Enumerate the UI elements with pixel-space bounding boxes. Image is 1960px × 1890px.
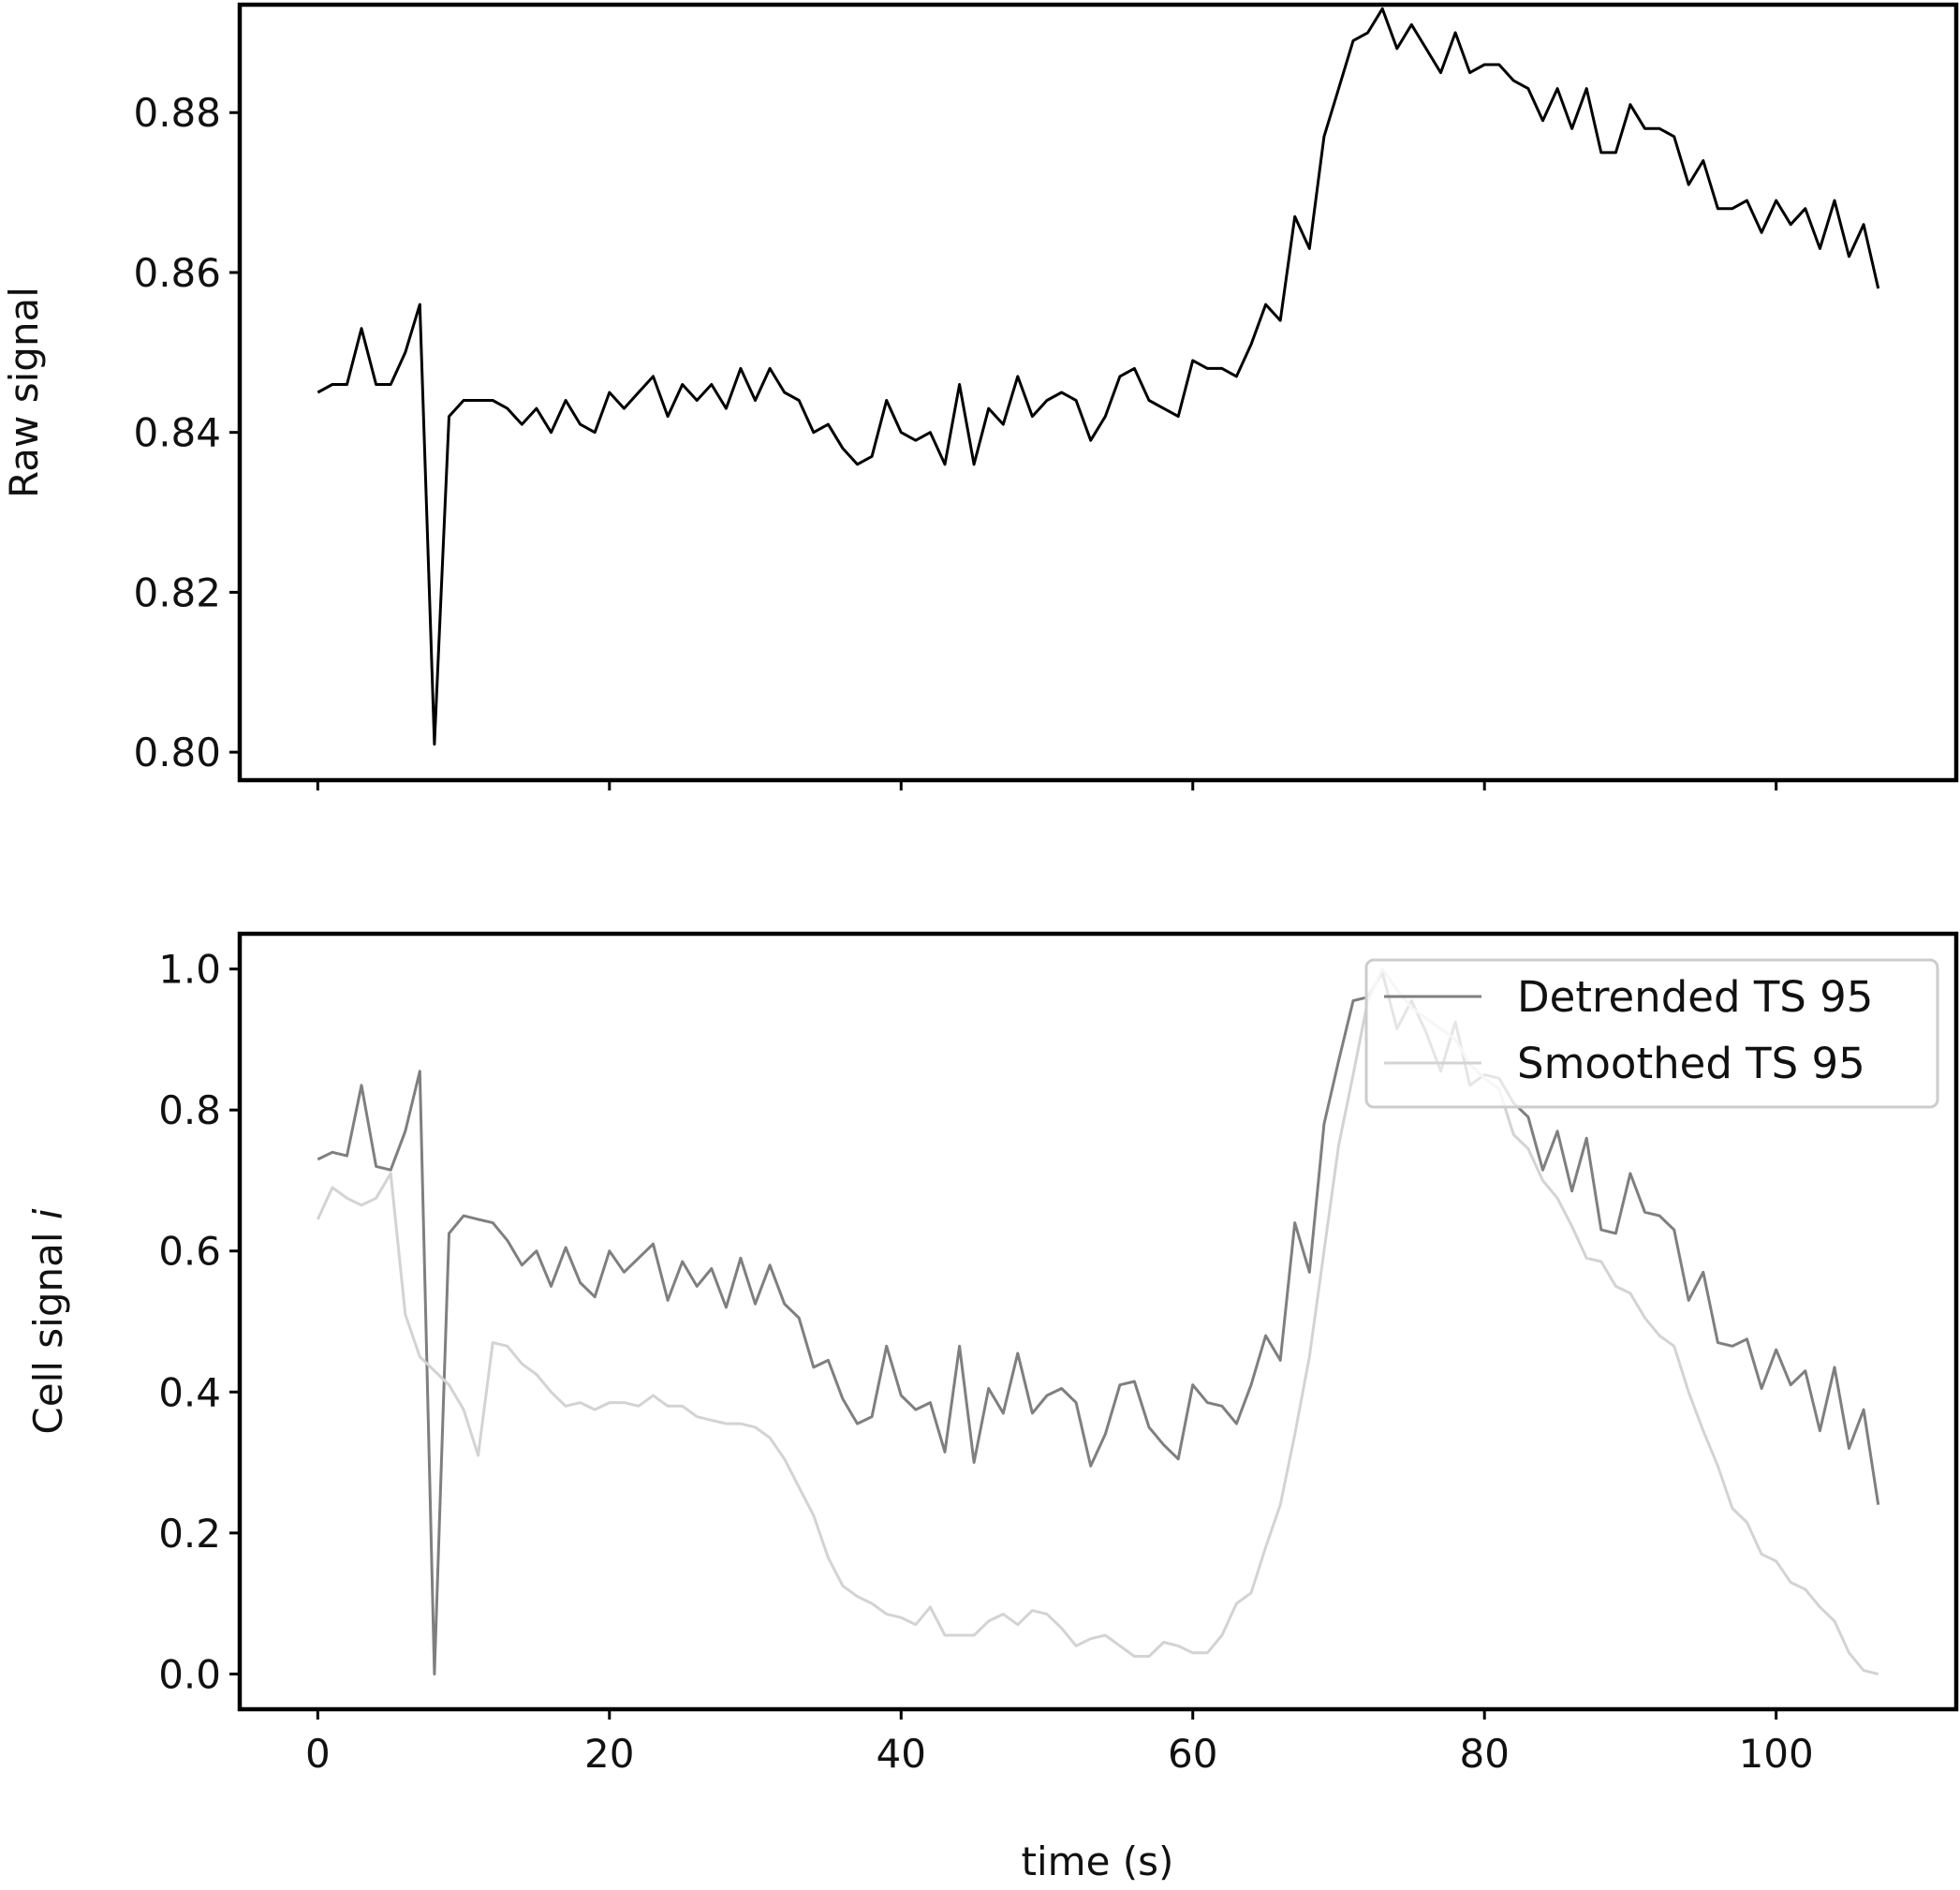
cell-signal-ytick-label: 0.4	[158, 1369, 221, 1415]
cell-signal-ytick-label: 0.8	[158, 1087, 221, 1133]
raw-signal-y-axis-label: Raw signal	[1, 287, 47, 498]
cell-signal-xtick-label: 20	[584, 1731, 634, 1777]
raw-signal-ytick-label: 0.88	[133, 90, 221, 136]
raw-signal-series-layer	[317, 7, 1880, 746]
cell-signal-ytick-label: 0.6	[158, 1229, 221, 1275]
cell-signal-series-1-line	[316, 967, 1879, 1676]
cell-signal-ytick-label: 0.2	[158, 1511, 221, 1557]
cell-signal-plot-frame	[237, 931, 1959, 1712]
cell-signal-xtick-label: 80	[1459, 1731, 1509, 1777]
cell-signal-xtick-label: 60	[1168, 1731, 1217, 1777]
legend-label-smoothed: Smoothed TS 95	[1517, 1039, 1865, 1088]
legend: Detrended TS 95 Smoothed TS 95	[1364, 958, 1939, 1109]
cell-signal-y-axis-label: Cell signal i	[25, 1208, 71, 1434]
cell-signal-panel: 0.0 0.2 0.4 0.6 0.8 1.0 0 20 40 60 80 100 Cell sig…	[25, 931, 1959, 1884]
cell-signal-ytick-label: 1.0	[158, 947, 221, 993]
raw-signal-panel: 0.80 0.82 0.84 0.86 0.88 Raw signal	[1, 2, 1959, 790]
cell-signal-ytick-label: 0.0	[158, 1651, 221, 1697]
cell-signal-y-axis: 0.0 0.2 0.4 0.6 0.8 1.0	[158, 947, 240, 1697]
raw-signal-plot-frame	[237, 2, 1959, 783]
legend-label-detrended: Detrended TS 95	[1517, 972, 1873, 1022]
raw-signal-series-0-line	[317, 7, 1880, 746]
raw-signal-ytick-label: 0.86	[133, 250, 221, 296]
raw-signal-ytick-label: 0.80	[133, 730, 221, 775]
cell-signal-x-axis: 0 20 40 60 80 100	[305, 1709, 1814, 1777]
cell-signal-x-axis-label: time (s)	[1022, 1838, 1174, 1884]
cell-signal-y-axis-label-text: Cell signal	[25, 1219, 71, 1434]
cell-signal-xtick-label: 40	[877, 1731, 926, 1777]
cell-signal-y-axis-label-italic: i	[25, 1208, 71, 1219]
cell-signal-xtick-label: 100	[1739, 1731, 1814, 1777]
cell-signal-xtick-label: 0	[305, 1731, 331, 1777]
raw-signal-y-axis: 0.80 0.82 0.84 0.86 0.88	[133, 90, 240, 775]
raw-signal-ytick-label: 0.84	[133, 410, 221, 456]
cell-signal-series-layer	[316, 967, 1880, 1676]
cell-signal-series-0-line	[317, 970, 1880, 1676]
legend-box	[1364, 958, 1939, 1109]
raw-signal-ytick-label: 0.82	[133, 569, 221, 615]
